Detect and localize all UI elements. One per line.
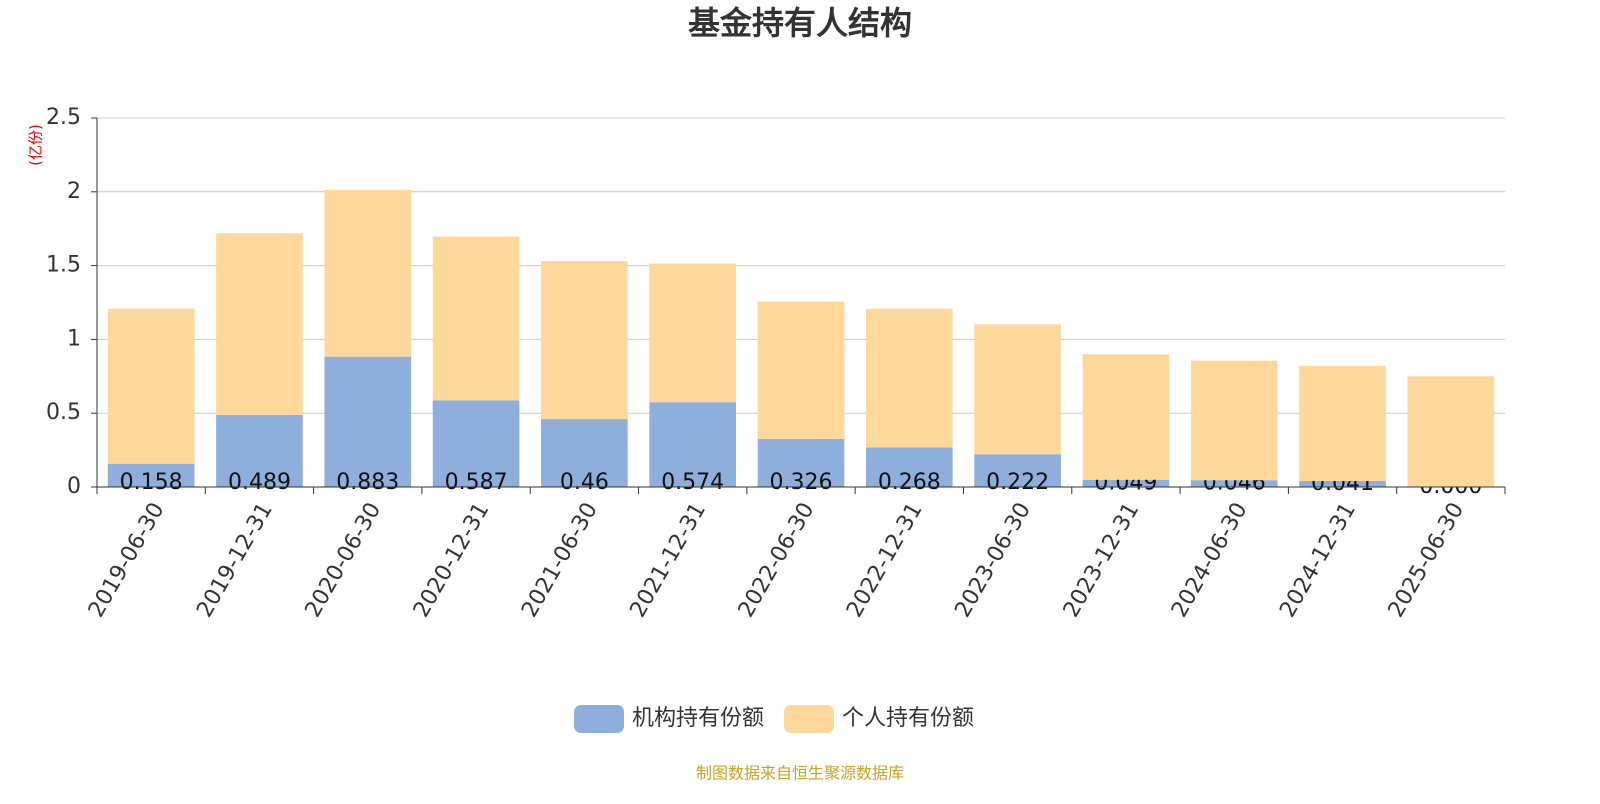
bar-segment: [1299, 480, 1386, 487]
y-tick-label: 0.5: [46, 400, 81, 425]
x-tick-label: 2023-12-31: [1059, 499, 1145, 622]
bar-segment: [1082, 479, 1170, 487]
x-tick-label: 2025-06-30: [1384, 499, 1470, 622]
data-label: 0.222: [986, 470, 1049, 495]
bar-segment: [541, 419, 628, 487]
bar-segment: [757, 438, 845, 487]
chart-title: 基金持有人结构: [688, 4, 912, 42]
y-tick-label: 2.5: [46, 105, 81, 130]
x-tick-label: 2024-06-30: [1167, 499, 1253, 622]
bar-segment: [974, 324, 1061, 455]
y-tick-label: 2: [67, 179, 81, 204]
bar-segment: [432, 400, 520, 487]
source-note: 制图数据来自恒生聚源数据库: [696, 764, 904, 783]
bar-segment: [865, 308, 953, 448]
x-tick-label: 2019-12-31: [192, 499, 278, 622]
x-tick-label: 2021-06-30: [517, 499, 603, 622]
bar-segment: [324, 356, 412, 487]
legend-swatch: [574, 705, 624, 733]
data-label: 0.158: [120, 470, 183, 495]
bar-segment: [107, 463, 195, 487]
x-tick-label: 2021-12-31: [626, 499, 712, 622]
bar-segment: [324, 189, 412, 357]
bar-segment: [649, 263, 737, 403]
y-tick-label: 1.5: [46, 253, 81, 278]
legend-label: 机构持有份额: [632, 706, 764, 731]
y-tick-label: 0: [67, 474, 81, 499]
bar-segment: [1082, 354, 1170, 480]
bar-segment: [432, 236, 520, 401]
data-label: 0.46: [560, 470, 609, 495]
x-tick-label: 2022-06-30: [734, 499, 820, 622]
data-label: 0.574: [661, 470, 724, 495]
data-label: 0.587: [445, 470, 508, 495]
bar-segment: [1407, 376, 1495, 487]
x-tick-label: 2024-12-31: [1275, 499, 1361, 622]
y-tick-label: 1: [67, 326, 81, 351]
bar-segment: [974, 454, 1061, 487]
bar-segment: [1190, 480, 1278, 487]
bar-segment: [216, 233, 303, 415]
x-tick-label: 2022-12-31: [842, 499, 928, 622]
data-label: 0.489: [228, 470, 291, 495]
bar-segment: [649, 402, 737, 487]
bar-segment: [1190, 360, 1278, 481]
data-label: 0.326: [770, 470, 833, 495]
bar-segment: [1299, 365, 1386, 481]
bar-segment: [107, 308, 195, 464]
x-tick-label: 2023-06-30: [950, 499, 1036, 622]
legend-label: 个人持有份额: [842, 706, 974, 731]
x-tick-label: 2020-12-31: [409, 499, 495, 622]
legend-swatch: [784, 705, 835, 733]
y-axis-label: (亿份): [27, 124, 45, 166]
x-tick-label: 2020-06-30: [301, 499, 387, 622]
bar-segment: [865, 447, 953, 487]
data-label: 0.883: [336, 470, 399, 495]
data-label: 0.268: [878, 470, 941, 495]
bar-segment: [757, 301, 845, 439]
bar-segment: [216, 414, 303, 487]
x-tick-label: 2019-06-30: [84, 499, 170, 622]
bar-segment: [541, 261, 628, 420]
